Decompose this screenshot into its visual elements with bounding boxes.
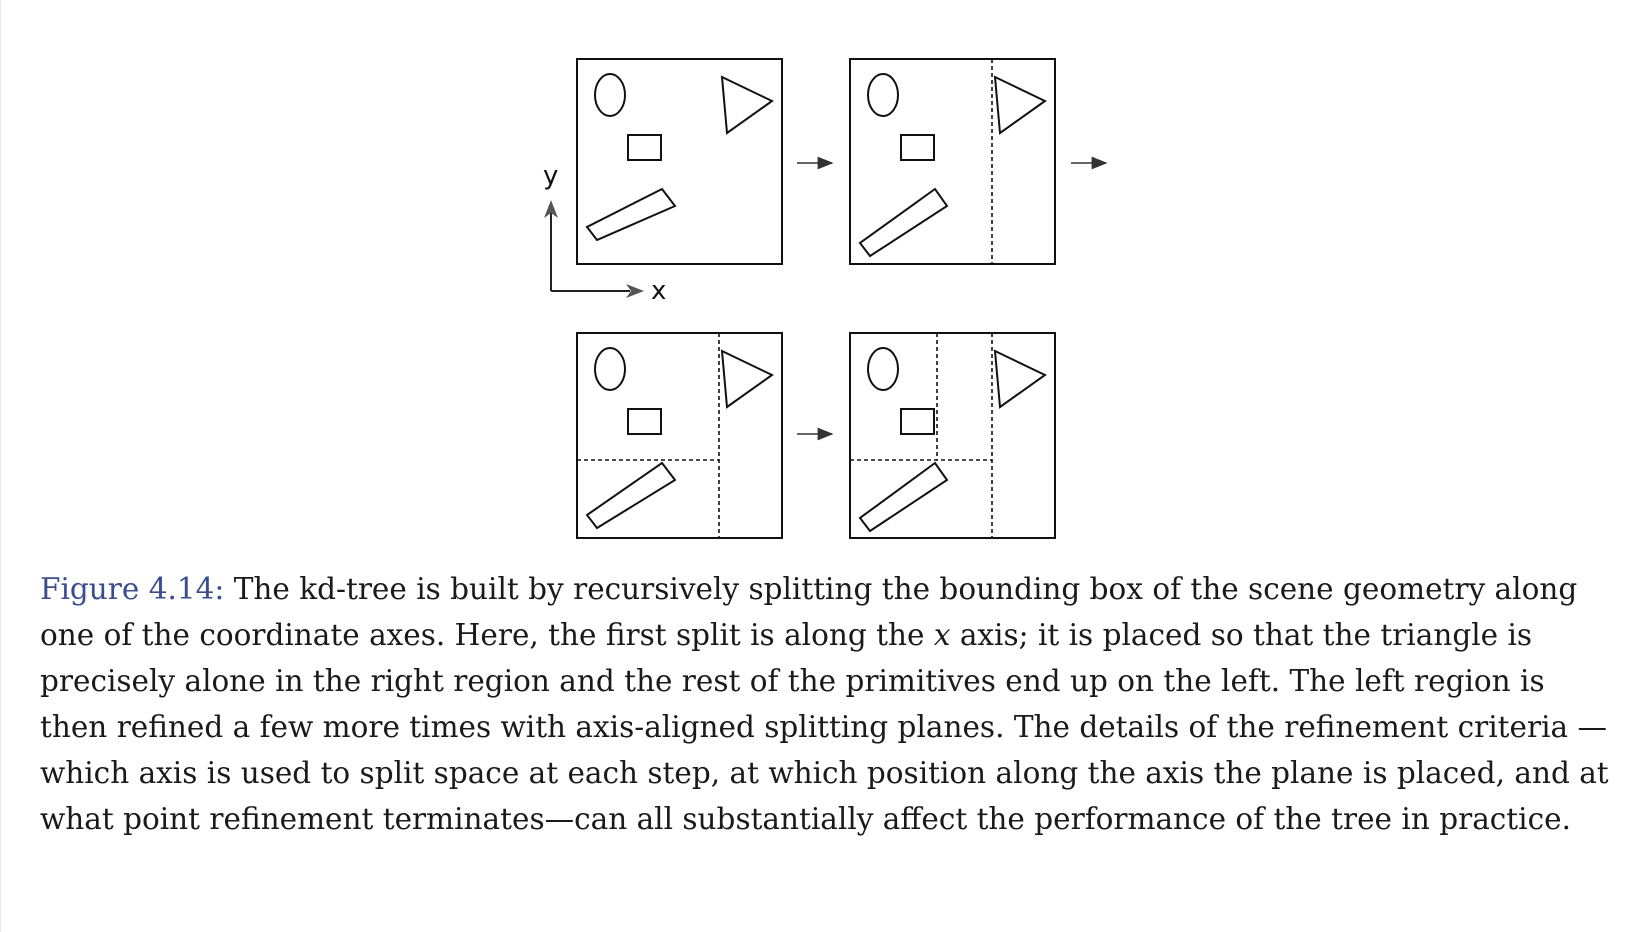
panel-3-ellipse	[594, 347, 626, 391]
figure-caption: Figure 4.14: The kd-tree is built by rec…	[40, 566, 1610, 842]
panel-1-small-rectangle	[627, 134, 662, 161]
panel-3-rotated-rectangle	[585, 461, 677, 530]
figure-label: Figure 4.14:	[40, 572, 225, 606]
panel-3-small-rectangle	[627, 408, 662, 435]
page-left-border	[0, 0, 1, 932]
panel-1	[576, 58, 783, 265]
panel-2-ellipse	[867, 73, 899, 117]
panel-4-triangle	[993, 349, 1047, 409]
caption-math-x: x	[933, 618, 951, 652]
panel-4-small-rectangle	[900, 408, 935, 435]
kd-tree-diagram: y x	[543, 58, 1108, 539]
panel-3-triangle	[720, 349, 774, 409]
panel-2-rotated-rectangle	[858, 187, 949, 258]
panel-1-triangle	[720, 75, 774, 135]
panel-1-ellipse	[594, 73, 626, 117]
y-axis-label: y	[543, 161, 558, 191]
panel-1-rotated-rectangle	[585, 187, 677, 242]
panel-4	[849, 332, 1056, 539]
coordinate-axes: y x	[543, 161, 666, 306]
panel-4-ellipse	[867, 347, 899, 391]
panel-2	[849, 58, 1056, 265]
y-axis-arrowhead	[544, 200, 558, 218]
caption-text-part-1: The kd-tree is built by recursively spli…	[40, 572, 1578, 652]
x-axis-arrowhead	[626, 284, 644, 298]
kd-tree-figure: y x	[543, 58, 1108, 539]
panel-2-triangle	[993, 75, 1047, 135]
panel-2-small-rectangle	[900, 134, 935, 161]
x-axis-label: x	[651, 276, 666, 306]
caption-text-part-2: axis; it is placed so that the triangle …	[40, 618, 1609, 836]
panel-4-rotated-rectangle	[858, 461, 949, 533]
panel-3	[576, 332, 783, 539]
